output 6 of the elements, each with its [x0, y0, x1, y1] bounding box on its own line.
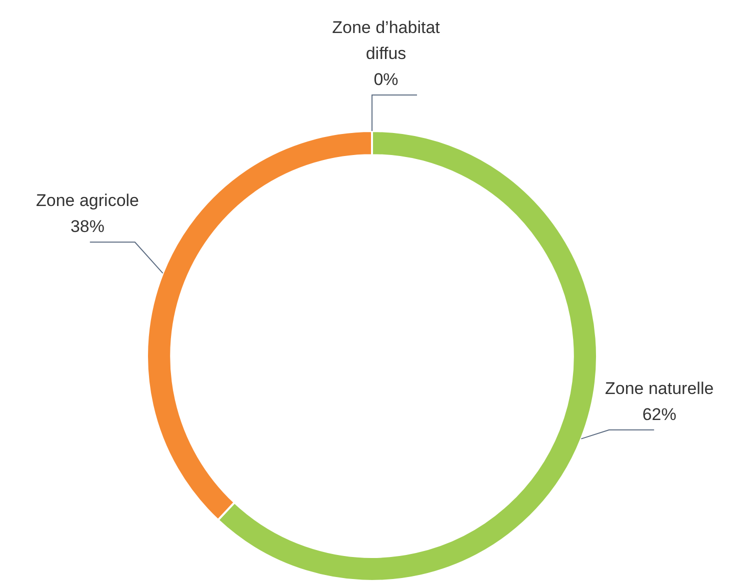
- data-label: 62%: [642, 404, 676, 424]
- data-label: 38%: [70, 217, 105, 236]
- slice-label: Zone naturelle: [604, 378, 714, 398]
- slice-label: Zone agricole: [36, 191, 140, 210]
- category-label: Zone d’habitat diffus: [332, 18, 440, 63]
- text: 0%: [374, 70, 398, 89]
